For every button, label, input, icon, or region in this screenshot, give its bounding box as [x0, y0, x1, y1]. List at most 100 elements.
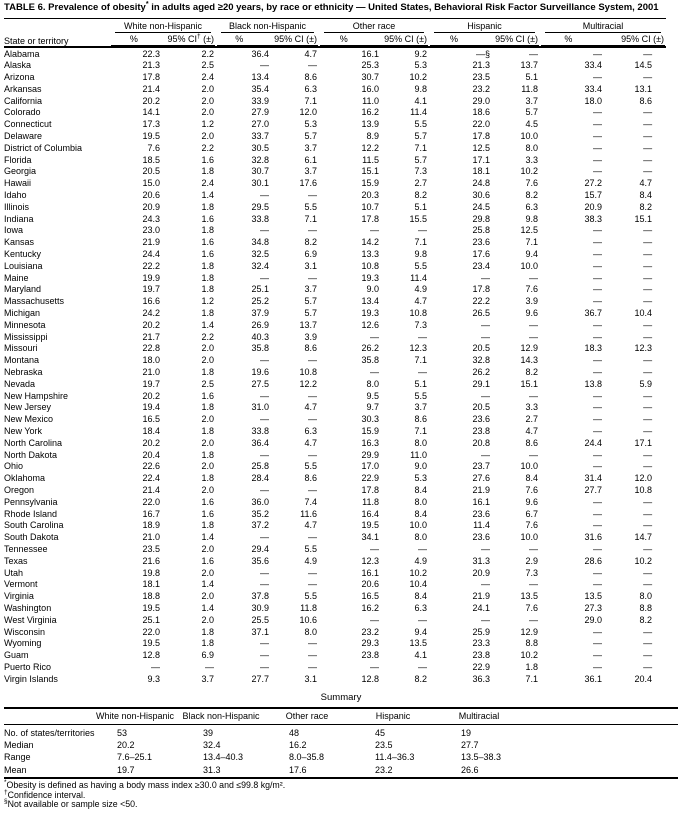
- percent-value: 32.5: [251, 249, 270, 260]
- ci-value: 7.3: [414, 319, 428, 330]
- ci-value: 7.1: [414, 355, 428, 366]
- percent-value: —: [260, 638, 270, 649]
- ci-value: —: [418, 367, 428, 378]
- percent-value: 23.5: [472, 72, 491, 83]
- state-name: Arizona: [4, 72, 35, 83]
- percent-value: —: [593, 367, 603, 378]
- percent-value: 27.9: [251, 107, 270, 118]
- ci-value: 10.2: [409, 567, 428, 578]
- table-row: Idaho 20.6 1.4 — — 20.3 8.2 30.6 8.2 15.7 8.4: [4, 190, 666, 202]
- percent-value: 32.8: [472, 355, 491, 366]
- ci-value: 4.9: [414, 555, 428, 566]
- percent-value: —: [593, 225, 603, 236]
- ci-value: —: [529, 579, 539, 590]
- percent-value: 25.8: [251, 461, 270, 472]
- summary-header-row: White non-Hispanic Black non-Hispanic Ot…: [4, 706, 678, 725]
- percent-value: —: [260, 449, 270, 460]
- percent-value: —: [481, 319, 491, 330]
- ci-value: —: [643, 402, 653, 413]
- percent-value: —: [260, 272, 270, 283]
- footnote-text: Confidence interval.: [7, 789, 86, 800]
- ci-value: —: [643, 284, 653, 295]
- percent-value: 19.7: [142, 378, 160, 389]
- table-row: South Dakota 21.0 1.4 — — 34.1 8.0 23.6 10.0 31.6…: [4, 532, 666, 544]
- ci-value: 8.2: [525, 190, 539, 201]
- percent-value: 16.0: [361, 83, 380, 94]
- summary-value: 11.4–36.3: [375, 752, 415, 763]
- percent-value: 30.6: [472, 190, 491, 201]
- percent-value: 33.7: [251, 131, 270, 142]
- percent-value: 29.5: [251, 201, 270, 212]
- percent-value: 37.8: [251, 591, 270, 602]
- ci-value: —: [308, 661, 318, 672]
- state-name: Nevada: [4, 378, 36, 389]
- percent-value: 13.3: [361, 249, 380, 260]
- table-row: North Carolina 20.2 2.0 36.4 4.7 16.3 8.0 20.8 8…: [4, 438, 666, 450]
- percent-value: 13.5: [584, 591, 603, 602]
- percent-value: 27.3: [584, 602, 603, 613]
- ci-value: —: [643, 367, 653, 378]
- percent-value: 29.3: [361, 638, 380, 649]
- state-name: Mississippi: [4, 331, 48, 342]
- ci-value: 1.6: [201, 555, 215, 566]
- percent-value: 20.6: [361, 579, 380, 590]
- ci-value: 5.5: [304, 461, 318, 472]
- ci-header: 95% CI† (±): [167, 32, 215, 44]
- percent-value: 17.8: [142, 72, 160, 83]
- ci-value: 1.2: [201, 296, 215, 307]
- table-row: Arizona 17.8 2.4 13.4 8.6 30.7 10.2 23.5 5.1 — —: [4, 72, 666, 84]
- ci-value: 2.7: [525, 414, 539, 425]
- footnote-marker: *: [4, 779, 7, 787]
- ci-value: 5.5: [304, 543, 318, 554]
- ci-value: —: [529, 319, 539, 330]
- ci-value: 2.0: [201, 343, 215, 354]
- ci-value: 2.0: [201, 543, 215, 554]
- ci-value: 9.6: [525, 308, 539, 319]
- table-row: West Virginia 25.1 2.0 25.5 10.6 — — — — 29.0 8.2: [4, 615, 666, 627]
- row-header-label: State or territory: [4, 17, 110, 48]
- percent-value: 35.6: [251, 555, 270, 566]
- ci-value: 8.4: [639, 190, 653, 201]
- percent-value: 40.3: [251, 331, 270, 342]
- ci-value: 9.2: [414, 48, 428, 59]
- ci-value: 7.1: [525, 673, 539, 684]
- ci-value: 1.6: [201, 154, 215, 165]
- footnote-marker: †: [4, 788, 8, 796]
- group-header-white: White non-Hispanic: [110, 17, 217, 33]
- ci-value: —: [643, 142, 653, 153]
- table-row: Vermont 18.1 1.4 — — 20.6 10.4 — — — —: [4, 579, 666, 591]
- percent-value: 25.1: [251, 284, 270, 295]
- percent-value: —: [593, 414, 603, 425]
- ci-value: 7.6: [525, 484, 539, 495]
- ci-value: 2.4: [201, 178, 215, 189]
- percent-value: —: [593, 249, 603, 260]
- percent-value: —: [593, 260, 603, 271]
- percent-value: 15.1: [361, 166, 380, 177]
- ci-value: —: [643, 154, 653, 165]
- state-name: Michigan: [4, 308, 41, 319]
- title-footnote-marker: *: [145, 0, 149, 8]
- ci-value: 15.1: [520, 378, 539, 389]
- percent-value: —: [593, 543, 603, 554]
- ci-value: 10.8: [634, 484, 653, 495]
- percent-value: 36.1: [584, 673, 603, 684]
- ci-value: 1.8: [201, 260, 215, 271]
- percent-value: —: [370, 225, 380, 236]
- percent-value: 8.9: [366, 131, 380, 142]
- ci-value: 12.9: [520, 626, 539, 637]
- percent-value: 24.8: [472, 178, 491, 189]
- ci-value: —: [308, 225, 318, 236]
- percent-value: 11.5: [362, 154, 380, 165]
- percent-value: 10.8: [361, 260, 380, 271]
- summary-row-label: No. of states/territories: [4, 727, 95, 738]
- ci-value: 1.8: [201, 284, 215, 295]
- percent-value: 22.8: [142, 343, 160, 354]
- percent-value: —: [481, 543, 491, 554]
- ci-header: 95% CI (±): [274, 33, 318, 44]
- percent-value: —: [260, 650, 270, 661]
- summary-filler: [522, 706, 678, 725]
- ci-value: 10.8: [299, 367, 318, 378]
- state-name: Georgia: [4, 166, 37, 177]
- summary-value: 17.6: [264, 763, 350, 780]
- ci-value: 3.7: [304, 142, 318, 153]
